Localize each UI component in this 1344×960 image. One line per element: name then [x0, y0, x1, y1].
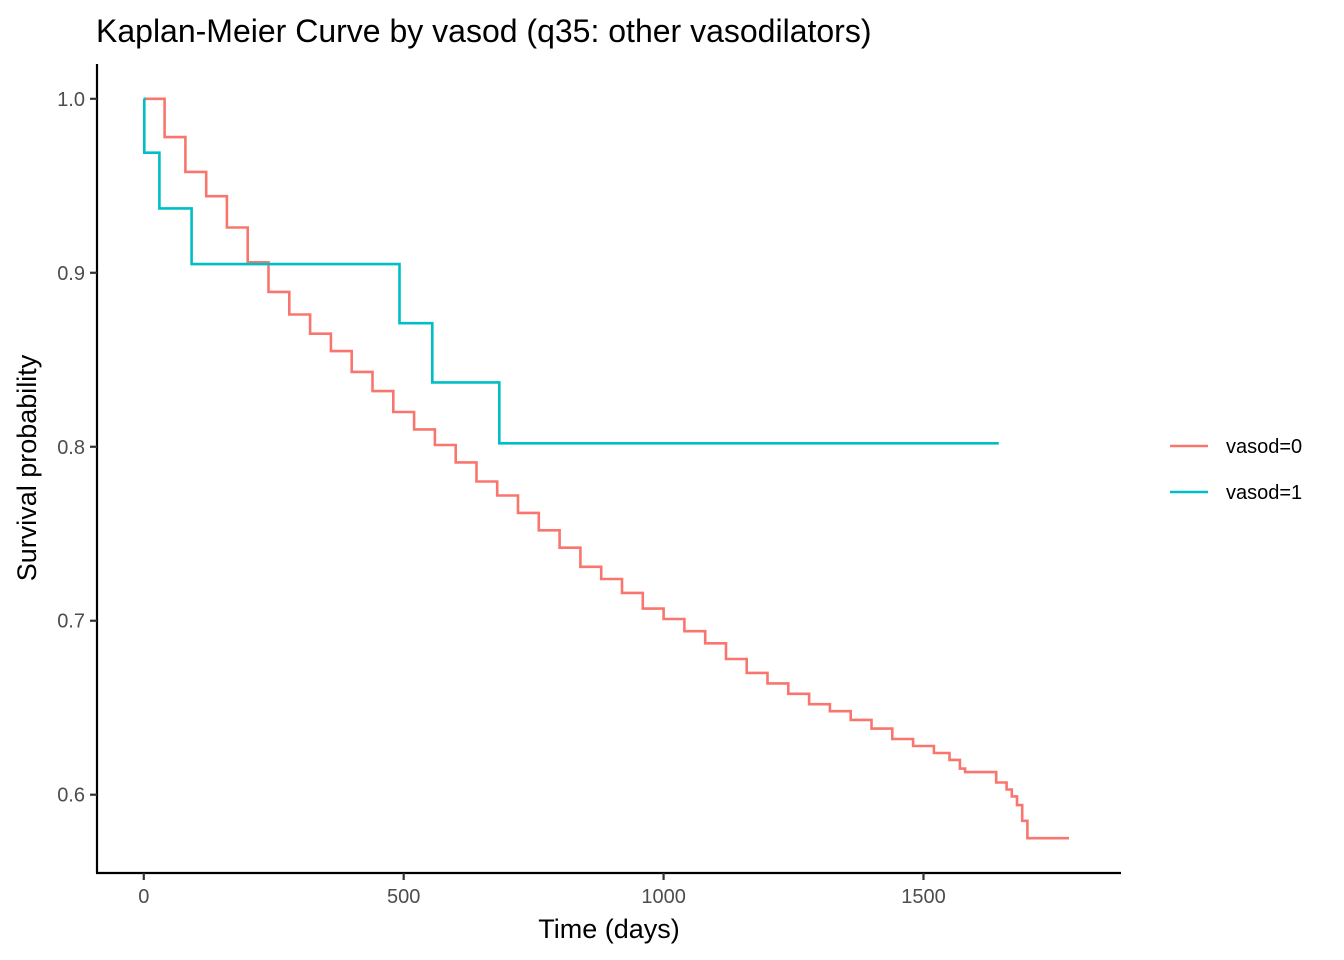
y-tick-label: 0.8	[57, 437, 85, 459]
y-axis-ticks: 0.6 0.7 0.8 0.9 1.0	[57, 89, 97, 807]
km-curve-vasod-0	[143, 97, 1069, 840]
y-tick-label: 0.7	[57, 611, 85, 633]
chart-title: Kaplan-Meier Curve by vasod (q35: other …	[96, 13, 871, 49]
y-tick-label: 0.6	[57, 785, 85, 807]
x-tick-label: 1500	[901, 886, 946, 908]
plot-area: 0.6 0.7 0.8 0.9 1.0 0 500 1000 1500	[57, 64, 1121, 908]
x-axis-ticks: 0 500 1000 1500	[138, 873, 946, 908]
x-tick-label: 500	[387, 886, 420, 908]
y-tick-label: 0.9	[57, 263, 85, 285]
x-tick-label: 1000	[641, 886, 686, 908]
x-axis-title: Time (days)	[538, 914, 680, 944]
x-tick-label: 0	[138, 886, 149, 908]
series-layer	[143, 97, 1069, 840]
legend-label-1: vasod=0	[1226, 436, 1302, 458]
legend-label-2: vasod=1	[1226, 482, 1302, 504]
legend: vasod=0 vasod=1	[1170, 436, 1302, 504]
y-tick-label: 1.0	[57, 89, 85, 111]
y-axis-title: Survival probability	[12, 354, 42, 581]
km-curve-vasod-1	[143, 97, 999, 445]
